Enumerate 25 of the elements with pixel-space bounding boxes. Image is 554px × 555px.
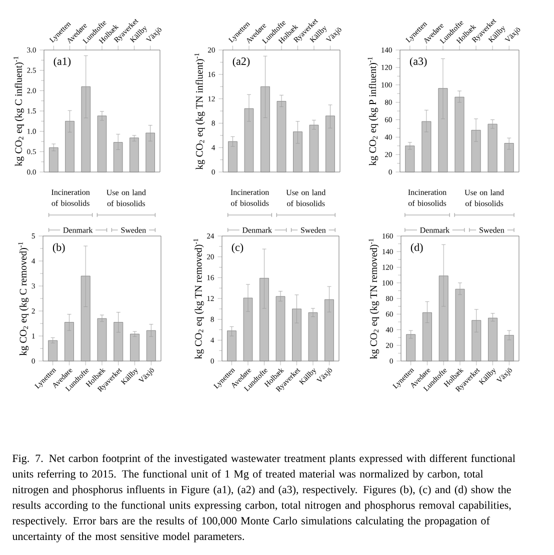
text: Sweden (480, 227, 504, 233)
text: Sweden (121, 227, 146, 233)
y-axis-title: kg CO$_{2}$ eq (kg C influent)$^{-1}$ (14, 56, 24, 166)
text: (b) (52, 243, 65, 254)
text: Incineration of biosolids (408, 190, 446, 206)
text: (a2) (232, 57, 250, 68)
y-axis-title: kg CO$_{2}$ eq (kg TN influent)$^{-1}$ (194, 53, 205, 170)
y-axis-title: kg CO$_{2}$ eq (kg P influent)$^{-1}$ (368, 57, 378, 166)
text: Denmark (420, 227, 450, 233)
text: (a3) (410, 57, 427, 68)
caption: Fig. 7. Net carbon footprint of the investigated wastewater treatment plants expressed with different functional units referring to 2015. The functional unit of 1 Mg of treated material was normalized by carbon, total nitrogen and phosphorus influents in Figure (a1), (a2) and (a3), respectively. Figures (b), (c) and (d) show the results according to the functional units expressing carbon, total nitrogen and phosphorus removal capabilities, respectively. Error bars are the results of 100,000 Monte Carlo simulations calculating the propagation of uncertainty of the most sensitive model parameters. (12, 454, 516, 542)
text: (d) (410, 243, 423, 254)
text: Denmark (63, 227, 93, 233)
text: (a1) (54, 57, 71, 68)
text: Sweden (301, 227, 326, 233)
text: (c) (232, 243, 244, 254)
text: Incineration of biosolids (230, 190, 270, 206)
text: Use on land of biosolids (286, 190, 326, 206)
text: Incineration of biosolids (52, 190, 90, 206)
text: Denmark (242, 227, 272, 233)
text: Use on land of biosolids (464, 190, 504, 206)
text: Use on land of biosolids (106, 190, 146, 206)
y-axis-title: kg CO$_{2}$ eq (kg TN removed)$^{-1}$ (193, 238, 204, 359)
y-axis-title: kg CO$_{2}$ eq (kg C removed)$^{-1}$ (18, 242, 29, 356)
y-axis-title: kg CO$_{2}$ eq (kg TN removed)$^{-1}$ (368, 238, 380, 359)
